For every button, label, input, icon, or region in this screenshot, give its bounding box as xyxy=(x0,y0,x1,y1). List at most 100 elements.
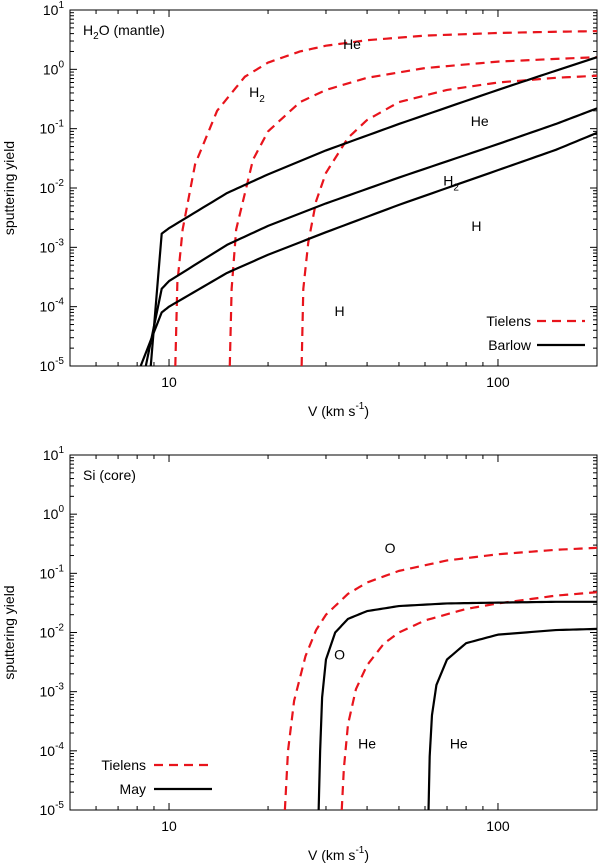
y-tick-base: 10 xyxy=(43,2,59,18)
y-tick-label: 101 xyxy=(43,445,65,463)
y-tick-base: 10 xyxy=(43,447,59,463)
annotation-text: O xyxy=(385,540,396,556)
legend: Tielens Barlow xyxy=(486,313,585,353)
y-tick-exponent: -2 xyxy=(55,623,64,634)
y-tick-label: 10-5 xyxy=(40,356,65,374)
legend-label-tielens: Tielens xyxy=(486,313,531,329)
x-axis-label: V (km s-1) xyxy=(308,401,369,419)
y-tick-base: 10 xyxy=(43,61,59,77)
y-tick-exponent: 0 xyxy=(58,59,64,70)
legend-label-barlow: Barlow xyxy=(488,337,532,353)
series-line-tielens-h xyxy=(300,74,597,366)
x-axis-label-exponent: -1 xyxy=(355,845,364,856)
annotation-text: O xyxy=(334,646,345,662)
annotation-text: H xyxy=(443,173,453,189)
y-tick-label: 10-2 xyxy=(40,178,65,196)
y-tick-exponent: -1 xyxy=(55,119,64,130)
y-tick-base: 10 xyxy=(40,358,56,374)
x-tick-label: 100 xyxy=(486,818,510,834)
curve-annotation: H xyxy=(335,303,345,319)
series-line-barlow-h2 xyxy=(144,107,597,366)
y-tick-label: 10-2 xyxy=(40,623,65,641)
y-tick-label: 100 xyxy=(43,59,65,77)
curve-annotation: H2 xyxy=(249,84,265,105)
y-axis-label: sputtering yield xyxy=(1,141,17,235)
curve-annotation: He xyxy=(471,113,489,129)
x-axis-label: V (km s-1) xyxy=(308,845,369,863)
panel-label: H2O (mantle) xyxy=(83,22,165,42)
curve-annotation: O xyxy=(385,540,396,556)
x-tick-label: 10 xyxy=(161,374,177,390)
x-tick-label: 10 xyxy=(161,818,177,834)
y-tick-label: 10-3 xyxy=(40,237,65,255)
annotation-subscript: 2 xyxy=(259,94,265,105)
x-tick-label: 100 xyxy=(486,374,510,390)
curve-annotation: He xyxy=(343,36,361,52)
x-axis-label-main: V (km s xyxy=(308,847,355,863)
annotation-text: He xyxy=(450,735,468,751)
curve-annotation: He xyxy=(358,735,376,751)
panel-label-rest: O (mantle) xyxy=(99,22,165,38)
series-line-barlow-h xyxy=(139,131,597,366)
x-axis-label-end: ) xyxy=(364,847,369,863)
y-tick-base: 10 xyxy=(40,743,56,759)
x-axis-label-main: V (km s xyxy=(308,403,355,419)
annotation-text: H xyxy=(249,84,259,100)
legend: Tielens May xyxy=(101,757,212,797)
annotation-text: He xyxy=(358,735,376,751)
annotation-text: He xyxy=(343,36,361,52)
curve-annotation: He xyxy=(450,735,468,751)
legend-label-may: May xyxy=(120,781,146,797)
y-tick-exponent: 1 xyxy=(58,445,64,456)
y-tick-base: 10 xyxy=(43,506,59,522)
y-tick-label: 100 xyxy=(43,504,65,522)
y-tick-label: 10-4 xyxy=(40,741,65,759)
y-tick-label: 101 xyxy=(43,0,65,18)
curve-annotation: H2 xyxy=(443,173,459,194)
y-tick-exponent: -5 xyxy=(55,356,64,367)
annotation-text: H xyxy=(335,303,345,319)
series-line-tielens-o xyxy=(283,546,597,810)
series-group xyxy=(139,30,597,366)
y-tick-exponent: -2 xyxy=(55,178,64,189)
legend-label-tielens: Tielens xyxy=(101,757,146,773)
y-axis-label: sputtering yield xyxy=(1,585,17,679)
panel-label-main: H xyxy=(83,22,93,38)
y-tick-label: 10-1 xyxy=(40,119,65,137)
y-tick-base: 10 xyxy=(40,180,56,196)
series-line-may-o xyxy=(317,600,597,810)
curve-annotation: H xyxy=(471,218,481,234)
y-tick-label: 10-4 xyxy=(40,297,65,315)
annotation-text: He xyxy=(471,113,489,129)
series-line-tielens-he xyxy=(340,591,597,810)
y-tick-exponent: -1 xyxy=(55,563,64,574)
x-axis-label-exponent: -1 xyxy=(355,401,364,412)
y-tick-base: 10 xyxy=(40,684,56,700)
panel-label-subscript: 2 xyxy=(93,31,99,42)
y-tick-exponent: -5 xyxy=(55,800,64,811)
series-line-barlow-he xyxy=(149,56,597,366)
y-tick-base: 10 xyxy=(40,802,56,818)
y-tick-exponent: -4 xyxy=(55,297,64,308)
series-group xyxy=(283,546,597,810)
y-tick-label: 10-3 xyxy=(40,682,65,700)
panel-label-main: Si (core) xyxy=(83,467,136,483)
annotation-text: H xyxy=(471,218,481,234)
y-tick-exponent: 1 xyxy=(58,0,64,11)
annotation-subscript: 2 xyxy=(453,183,459,194)
y-tick-exponent: -3 xyxy=(55,682,64,693)
y-tick-label: 10-5 xyxy=(40,800,65,818)
curve-annotation: O xyxy=(334,646,345,662)
y-tick-base: 10 xyxy=(40,565,56,581)
y-tick-base: 10 xyxy=(40,625,56,641)
panel-label: Si (core) xyxy=(83,467,136,483)
y-tick-exponent: -4 xyxy=(55,741,64,752)
y-tick-base: 10 xyxy=(40,121,56,137)
y-tick-base: 10 xyxy=(40,299,56,315)
x-axis-label-end: ) xyxy=(364,403,369,419)
y-tick-exponent: 0 xyxy=(58,504,64,515)
y-tick-base: 10 xyxy=(40,239,56,255)
